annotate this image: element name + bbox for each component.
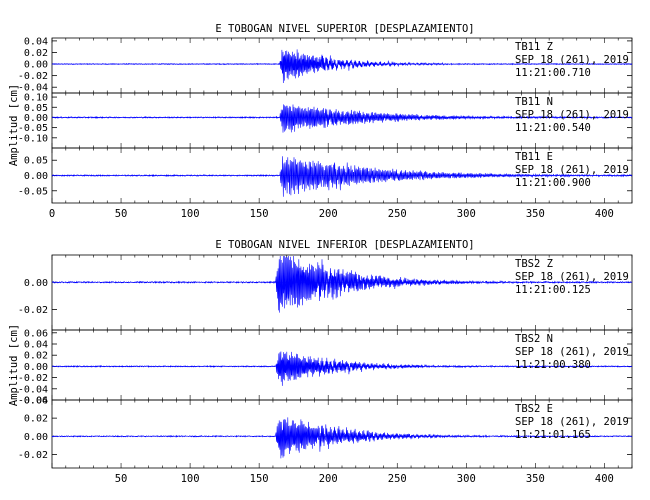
lower-panel-title: E TOBOGAN NIVEL INFERIOR [DESPLAZAMIENTO…	[215, 239, 474, 251]
x-tick-label: 100	[181, 473, 200, 485]
lower-level-panel: E TOBOGAN NIVEL INFERIOR [DESPLAZAMIENTO…	[8, 239, 633, 485]
y-tick-label: 0.00	[24, 171, 48, 182]
station-time-label: 11:21:01.165	[515, 429, 591, 441]
y-tick-label: -0.02	[18, 305, 48, 316]
upper-level-panel: E TOBOGAN NIVEL SUPERIOR [DESPLAZAMIENTO…	[8, 23, 633, 220]
station-time-label: 11:21:00.125	[515, 284, 591, 296]
y-tick-label: 0.05	[24, 156, 48, 167]
station-time-label: 11:21:00.710	[515, 67, 591, 79]
x-tick-label: 0	[49, 208, 55, 220]
y-tick-label: 0.00	[24, 60, 48, 71]
x-tick-label: 350	[526, 473, 545, 485]
x-tick-label: 150	[250, 473, 269, 485]
station-date-label: SEP 18 (261), 2019	[515, 271, 629, 283]
y-tick-label: 0.00	[24, 278, 48, 289]
station-date-label: SEP 18 (261), 2019	[515, 346, 629, 358]
seismic-trace	[51, 156, 633, 197]
y-tick-label: 0.06	[24, 328, 48, 339]
y-tick-label: 0.00	[24, 362, 48, 373]
station-date-label: SEP 18 (261), 2019	[515, 109, 629, 121]
x-tick-label: 200	[319, 208, 338, 220]
x-tick-label: 400	[595, 473, 614, 485]
y-tick-label: 0.04	[24, 36, 48, 47]
y-tick-label: 0.04	[24, 396, 48, 407]
station-time-label: 11:21:00.380	[515, 359, 591, 371]
x-tick-label: 300	[457, 208, 476, 220]
y-tick-label: -0.10	[18, 133, 48, 144]
x-tick-label: 200	[319, 473, 338, 485]
y-tick-label: 0.02	[24, 351, 48, 362]
x-tick-label: 350	[526, 208, 545, 220]
station-name-label: TB11 E	[515, 151, 553, 163]
station-time-label: 11:21:00.540	[515, 122, 591, 134]
x-tick-label: 50	[115, 208, 128, 220]
y-tick-label: -0.02	[18, 71, 48, 82]
upper-panel-title: E TOBOGAN NIVEL SUPERIOR [DESPLAZAMIENTO…	[215, 23, 474, 35]
seismic-trace	[51, 351, 633, 386]
seismic-trace	[51, 255, 633, 313]
x-tick-label: 300	[457, 473, 476, 485]
y-tick-label: -0.02	[18, 373, 48, 384]
station-name-label: TBS2 E	[515, 403, 553, 415]
station-date-label: SEP 18 (261), 2019	[515, 416, 629, 428]
y-tick-label: -0.06	[18, 396, 48, 407]
station-name-label: TB11 N	[515, 96, 553, 108]
y-tick-label: 0.05	[24, 103, 48, 114]
station-name-label: TBS2 Z	[515, 258, 553, 270]
station-name-label: TB11 Z	[515, 41, 553, 53]
lower-panel-ylabel: Amplitud [cm]	[8, 324, 20, 406]
y-tick-label: -0.05	[18, 123, 48, 134]
y-tick-label: -0.04	[18, 384, 48, 395]
y-tick-label: 0.02	[24, 414, 48, 425]
station-name-label: TBS2 N	[515, 333, 553, 345]
y-tick-label: 0.00	[24, 432, 48, 443]
x-tick-label: 150	[250, 208, 269, 220]
y-tick-label: -0.05	[18, 186, 48, 197]
y-tick-label: 0.00	[24, 113, 48, 124]
x-tick-label: 250	[388, 208, 407, 220]
y-tick-label: 0.04	[24, 340, 48, 351]
station-date-label: SEP 18 (261), 2019	[515, 54, 629, 66]
x-tick-label: 100	[181, 208, 200, 220]
y-tick-label: 0.10	[24, 93, 48, 104]
station-time-label: 11:21:00.900	[515, 177, 591, 189]
y-tick-label: -0.02	[18, 450, 48, 461]
station-date-label: SEP 18 (261), 2019	[515, 164, 629, 176]
y-tick-label: -0.04	[18, 83, 48, 94]
seismic-trace	[52, 104, 632, 133]
upper-panel-ylabel: Amplitud [cm]	[8, 84, 20, 166]
x-tick-label: 50	[115, 473, 128, 485]
x-tick-label: 400	[595, 208, 614, 220]
x-tick-label: 250	[388, 473, 407, 485]
y-tick-label: 0.02	[24, 48, 48, 59]
